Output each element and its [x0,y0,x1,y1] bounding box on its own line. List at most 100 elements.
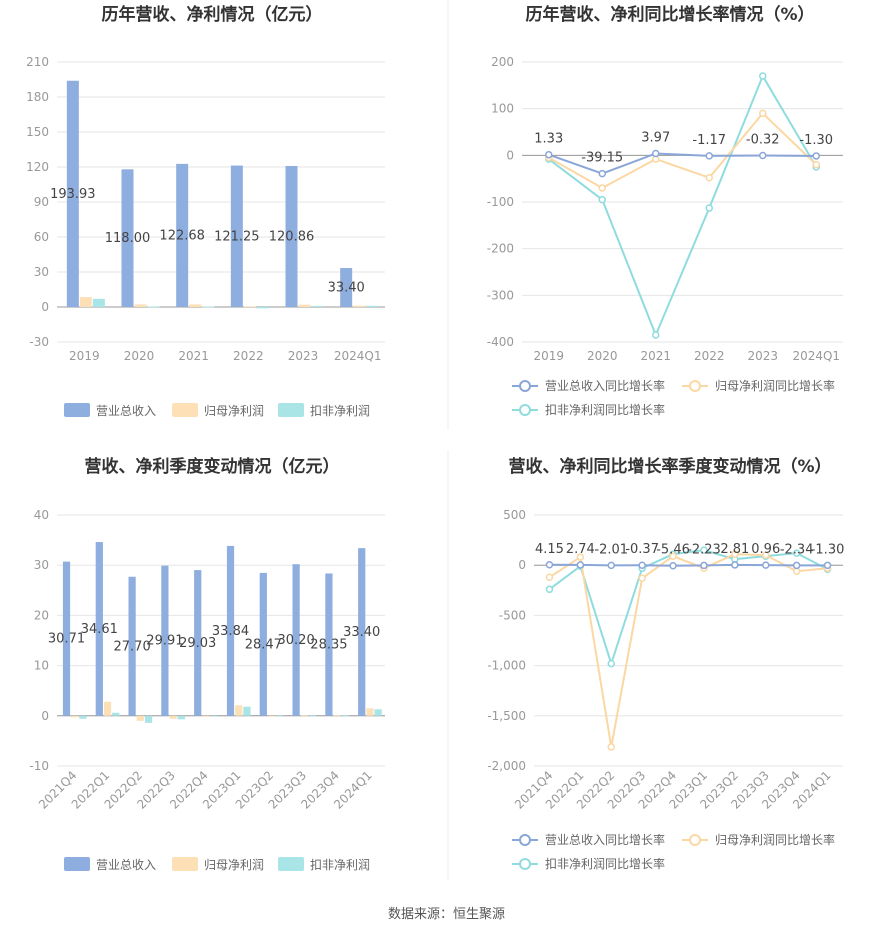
data-point[interactable] [700,546,708,554]
data-point[interactable] [762,551,770,559]
bar-revenue[interactable] [340,268,353,307]
data-point[interactable] [700,561,708,570]
data-point[interactable] [545,561,554,569]
bar-deducted-profit[interactable] [210,715,218,717]
data-point[interactable] [705,204,713,212]
data-point[interactable] [792,561,801,570]
bar-net-profit[interactable] [79,297,92,307]
bar-deducted-profit[interactable] [311,305,324,307]
data-point[interactable] [545,573,554,581]
bar-revenue[interactable] [66,80,79,307]
bar-net-profit[interactable] [134,304,147,307]
data-point[interactable] [638,574,646,583]
data-point[interactable] [607,659,615,668]
data-point[interactable] [607,743,615,751]
bar-net-profit[interactable] [136,715,144,721]
bar-revenue[interactable] [325,573,333,716]
bar-net-profit[interactable] [235,705,243,716]
bar-revenue[interactable] [62,561,71,716]
data-point[interactable] [705,152,713,160]
data-point[interactable] [576,561,585,569]
bar-revenue[interactable] [358,548,366,716]
bar-revenue[interactable] [230,165,243,307]
data-point[interactable] [731,550,739,558]
legend-label[interactable]: 扣非净利润 [310,404,370,418]
legend-label[interactable]: 扣非净利润同比增长率 [545,856,665,871]
bar-revenue[interactable] [161,565,169,716]
data-point[interactable] [823,561,832,570]
bar-net-profit[interactable] [202,715,210,717]
bar-revenue[interactable] [292,564,300,716]
bar-net-profit[interactable] [169,715,177,719]
bar-deducted-profit[interactable] [79,715,87,719]
bar-net-profit[interactable] [353,305,366,307]
bar-revenue[interactable] [176,163,189,307]
data-point[interactable] [731,561,739,569]
series-line [548,111,817,190]
data-point[interactable] [705,173,713,182]
data-point[interactable] [812,160,820,169]
data-point[interactable] [638,561,646,569]
legend-label[interactable]: 营业总收入 [96,858,156,872]
bar-deducted-profit[interactable] [144,715,153,723]
data-point[interactable] [652,331,660,339]
bar-net-profit[interactable] [189,304,202,307]
legend-label[interactable]: 归母净利润同比增长率 [715,378,835,393]
legend-label[interactable]: 归母净利润同比增长率 [715,832,835,847]
legend-label[interactable]: 营业总收入同比增长率 [545,378,665,393]
legend-label[interactable]: 营业总收入同比增长率 [545,832,665,847]
bar-deducted-profit[interactable] [256,307,269,309]
legend-label[interactable]: 营业总收入 [96,404,156,418]
bar-deducted-profit[interactable] [366,305,379,307]
bar-net-profit[interactable] [243,306,256,308]
bar-revenue[interactable] [128,576,136,716]
data-point[interactable] [759,151,767,160]
bar-deducted-profit[interactable] [177,715,185,720]
data-point[interactable] [759,72,767,80]
data-point[interactable] [762,561,770,569]
data-point[interactable] [576,553,585,561]
bar-revenue[interactable] [194,570,202,716]
bar-revenue[interactable] [226,545,235,716]
bar-deducted-profit[interactable] [308,715,317,717]
bar-deducted-profit[interactable] [276,715,284,717]
legend-label[interactable]: 归母净利润 [204,404,264,418]
bar-net-profit[interactable] [298,304,311,307]
bar-net-profit[interactable] [267,715,276,717]
bar-net-profit[interactable] [103,701,112,716]
legend-label[interactable]: 归母净利润 [204,858,264,872]
data-label: 29.91 [146,634,183,649]
bar-deducted-profit[interactable] [92,298,105,307]
bar-deducted-profit[interactable] [374,709,382,716]
data-point[interactable] [669,552,677,560]
bar-revenue[interactable] [121,169,134,307]
bar-deducted-profit[interactable] [112,712,120,716]
data-label: -1.30 [799,133,833,148]
bar-net-profit[interactable] [366,708,374,716]
bar-deducted-profit[interactable] [243,706,251,716]
bar-revenue[interactable] [285,165,298,307]
data-point[interactable] [669,561,677,570]
bar-deducted-profit[interactable] [341,715,349,717]
data-point[interactable] [759,109,767,118]
legend-label[interactable]: 扣非净利润同比增长率 [545,402,665,417]
data-point[interactable] [598,169,606,178]
data-point[interactable] [607,561,615,570]
data-point[interactable] [598,184,606,192]
data-point[interactable] [792,549,801,557]
legend-label[interactable]: 扣非净利润 [310,858,370,872]
bar-net-profit[interactable] [333,715,341,717]
bar-net-profit[interactable] [71,715,79,718]
data-point[interactable] [598,195,606,204]
data-point[interactable] [545,585,554,594]
bar-revenue[interactable] [95,542,103,716]
y-tick-label: 30 [34,558,49,572]
data-point[interactable] [812,152,820,160]
bar-net-profit[interactable] [300,715,308,717]
data-point[interactable] [545,150,553,159]
bar-deducted-profit[interactable] [202,306,215,308]
data-point[interactable] [652,149,660,158]
bar-deducted-profit[interactable] [147,306,160,308]
bar-revenue[interactable] [259,572,267,716]
legend-marker [689,834,701,846]
